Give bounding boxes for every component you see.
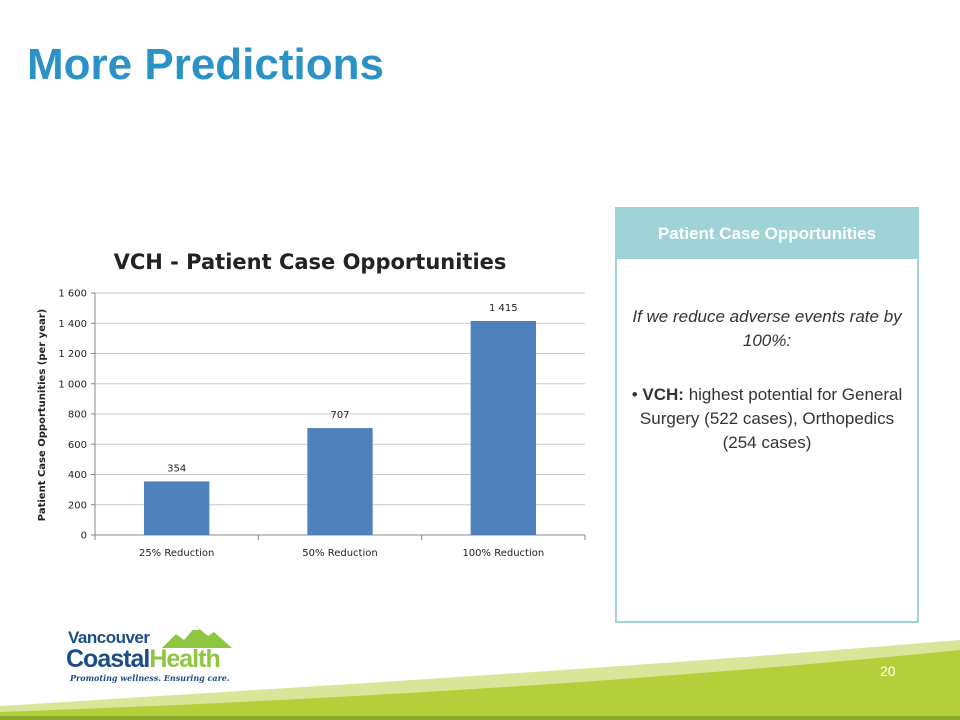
data-label: 354: [167, 463, 186, 474]
data-label: 707: [330, 410, 349, 421]
bullet-text: highest potential for General Surgery (5…: [639, 385, 903, 452]
y-axis-label: Patient Case Opportunities (per year): [37, 309, 48, 521]
chart-title: VCH - Patient Case Opportunities: [113, 250, 507, 274]
y-tick-label: 1 400: [58, 319, 87, 330]
y-tick-label: 1 200: [58, 349, 87, 360]
logo-vancouver: Vancouver: [68, 628, 150, 647]
logo-coastal-health: CoastalHealth: [66, 645, 221, 673]
logo-tagline: Promoting wellness. Ensuring care.: [70, 673, 230, 683]
x-tick-label: 50% Reduction: [302, 548, 377, 559]
data-label: 1 415: [489, 303, 518, 314]
y-tick-label: 200: [68, 500, 87, 511]
bar: [470, 320, 536, 535]
y-tick-label: 400: [68, 470, 87, 481]
mountain-logo-icon: [162, 626, 232, 648]
info-panel-header: Patient Case Opportunities: [617, 209, 917, 259]
x-tick-label: 100% Reduction: [462, 548, 544, 559]
y-tick-label: 1 600: [58, 289, 87, 300]
bar-chart: 0 200 400 600 800 1 000 1 200 1 400 1 600 354 25% …: [37, 289, 586, 559]
slide-title: More Predictions: [27, 40, 384, 89]
y-tick-label: 800: [68, 410, 87, 421]
y-tick-label: 0: [81, 531, 87, 542]
y-tick-label: 600: [68, 440, 87, 451]
bullet-marker: •: [631, 385, 643, 404]
vch-logo: Vancouver CoastalHealth Promoting wellne…: [62, 622, 232, 686]
info-panel-bullet: • VCH: highest potential for General Sur…: [627, 383, 907, 455]
info-panel: Patient Case Opportunities If we reduce …: [615, 207, 919, 623]
bar: [144, 481, 210, 535]
x-tick-label: 25% Reduction: [139, 548, 214, 559]
page-number: 20: [880, 663, 896, 679]
y-tick-label: 1 000: [58, 379, 87, 390]
bar: [307, 428, 373, 535]
info-panel-intro: If we reduce adverse events rate by 100%…: [632, 307, 902, 350]
bullet-bold-label: VCH:: [642, 385, 684, 404]
